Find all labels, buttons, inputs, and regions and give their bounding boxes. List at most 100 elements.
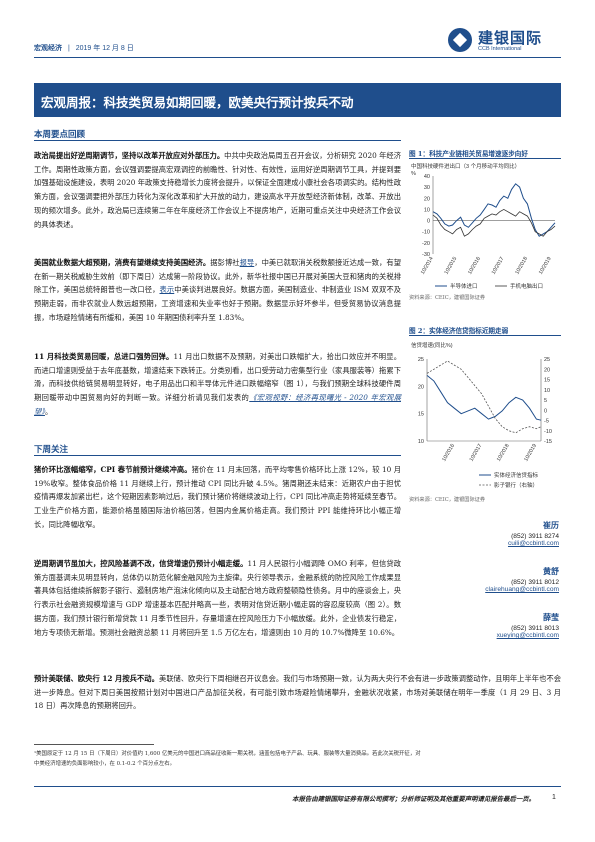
figure-1-source: 资料来源：CEIC，建银国际证券: [409, 295, 486, 301]
x-tick-label: 10/2019: [538, 256, 553, 276]
paragraph-body: ，中美已就取消关税数额接近达成一致，有望在新一期关税威胁生效前（即下周日）达成第…: [34, 258, 402, 295]
contact-name: 崔历: [543, 520, 559, 530]
y-tick-label: 15: [418, 412, 424, 418]
x-tick-label: 10/2014: [420, 256, 435, 276]
x-tick-label: 10/2016: [441, 443, 456, 463]
y-tick-label: 20: [424, 196, 430, 202]
paragraph-cpi: 猪价环比涨幅缩窄，CPI 春节前预计继续冲高。猪价在 11 月末回落，而平均零售…: [34, 463, 401, 532]
link-macro-outlook[interactable]: 《宏观视野：经济再现曙光 - 2020 年宏观展望》: [34, 393, 401, 416]
paragraph-lead: 预计美联储、欧央行 12 月按兵不动。: [34, 674, 159, 683]
contact-card: 薛莹 (852) 3911 8013 xueying@ccbintl.com: [409, 612, 559, 639]
x-tick-label: 10/2017: [469, 443, 484, 463]
page-number: 1: [552, 794, 556, 801]
title-banner: 宏观周报：科技类贸易如期回暖，欧美央行预计按兵不动: [34, 83, 561, 117]
legend-label: 手机电脑出口: [510, 282, 543, 290]
paragraph-body: 中共中央政治局周五召开会议，分析研究 2020 年经济工作。周期性政策方面，会议…: [34, 151, 401, 229]
x-tick-label: 10/2018: [496, 443, 511, 463]
y-tick-label: 0: [427, 219, 430, 225]
chart-tech-trade: 中国科技硬件进出口（3 个月移动平均同比）% -30 -20 -10 0 10 20 30 40…: [411, 162, 556, 290]
y-tick-label: 40: [424, 174, 430, 180]
paragraph-lead: 政治局提出好逆周期调节，坚持以改革开放应对外部压力。: [34, 151, 225, 160]
y-tick-label: -30: [422, 252, 430, 258]
x-tick-label: 10/2018: [514, 256, 529, 276]
y2-tick-label: -10: [544, 429, 552, 435]
paragraph-body: 中美谈判进展良好。数据方面，美国制造业、非制造业 ISM 双双不及预期走弱，而非…: [34, 285, 401, 322]
paragraph-body: 11 月出口数据不及预期，对美出口跌幅扩大，拾出口效应并不明显。而进口增速则受益…: [34, 352, 401, 403]
logo-cn: 建银国际: [478, 29, 543, 47]
chart-credit: 信贷增速(同比%) 10 15 20 25 -15 -10 -5 0 5 10 15 20 25 10/20…: [411, 341, 552, 489]
section-divider: [34, 140, 401, 141]
contact-phone: (852) 3911 8274: [511, 533, 559, 540]
contact-card: 黄舒 (852) 3911 8012 clairehuang@ccbintl.c…: [409, 566, 559, 593]
report-date: 2019 年 12 月 8 日: [75, 45, 134, 52]
footnote-line: 中美经济增速的负面影响较小，在 0.1-0.2 个百分点左右。: [34, 761, 175, 767]
x-tick-label: 10/2019: [523, 443, 538, 463]
link-bloomberg-report[interactable]: 报导: [239, 258, 255, 267]
section-label: 宏观经济: [34, 45, 62, 52]
ccb-logo-icon: [448, 28, 472, 52]
contact-email[interactable]: clairehuang@ccbintl.com: [485, 586, 559, 593]
y-tick-label: -20: [422, 241, 430, 247]
figure-2-title: 图 2：实体经济信贷指标近期走弱: [409, 327, 509, 335]
paragraph-body: 11 月人民银行小幅调降 OMO 利率，但信贷政策方面基调未见明显转向，总体仍以…: [34, 559, 401, 637]
y-tick-label: 30: [424, 185, 430, 191]
disclaimer: 本报告由建银国际证券有限公司撰写；分析师证明及其他重要声明请见报告最后一页。: [292, 795, 535, 803]
series-line: [426, 360, 542, 434]
y-tick-label: 10: [418, 439, 424, 445]
header-divider: [34, 57, 561, 58]
footer-divider: [34, 786, 561, 787]
logo-en: CCB International: [478, 46, 522, 52]
y2-tick-label: 25: [544, 357, 550, 363]
section-divider: [34, 455, 401, 456]
paragraph-credit: 逆周期调节虽加大，控风险基调不改，信贷增速仍预计小幅走缓。11 月人民银行小幅调…: [34, 557, 401, 639]
contact-phone: (852) 3911 8013: [511, 625, 559, 632]
paragraph-body: 。: [44, 406, 53, 416]
y2-tick-label: 5: [544, 398, 547, 404]
paragraph-body: 据彭博社: [210, 258, 240, 267]
y2-tick-label: -15: [544, 439, 552, 445]
figure-divider: [409, 335, 561, 336]
y2-tick-label: 15: [544, 378, 550, 384]
paragraph-body: 美联储、欧央行下周相继召开议息会。我们与市场预期一致，认为两大央行不会有进一步政…: [34, 674, 562, 711]
x-tick-label: 10/2015: [444, 256, 459, 276]
y-tick-label: -10: [422, 230, 430, 236]
ccb-logo: 建银国际 CCB International: [448, 27, 563, 57]
legend-label: 半导体进口: [450, 282, 478, 290]
contact-phone: (852) 3911 8012: [511, 579, 559, 586]
y2-tick-label: 0: [544, 408, 547, 414]
y-tick-label: 20: [418, 384, 424, 390]
legend-label: 实体经济信贷指标: [494, 471, 539, 479]
figure-1-title: 图 1：科技产业链相关贸易增速逐步向好: [409, 150, 528, 158]
y-axis-label: 中国科技硬件进出口（3 个月移动平均同比）: [411, 162, 520, 170]
contact-email[interactable]: cuili@ccbintl.com: [507, 540, 559, 547]
x-tick-label: 10/2017: [491, 256, 506, 276]
contact-email[interactable]: xueying@ccbintl.com: [496, 632, 559, 639]
report-header: 宏观经济 | 2019 年 12 月 8 日: [34, 45, 134, 52]
contact-name: 黄舒: [543, 566, 559, 576]
paragraph-trade: 11 月科技类贸易回暖，总进口强势回弹。11 月出口数据不及预期，对美出口跌幅扩…: [34, 350, 401, 419]
y2-tick-label: 20: [544, 367, 550, 373]
series-line: [432, 183, 556, 237]
paragraph-lead: 猪价环比涨幅缩窄，CPI 春节前预计继续冲高。: [34, 465, 192, 474]
footnote: ¹美国原定于 12 月 15 日（下周日）对价值约 1,600 亿美元的中国进口…: [34, 749, 561, 769]
legend-label: 影子银行（右轴）: [494, 481, 538, 489]
series-line: [432, 208, 556, 237]
paragraph-central-banks: 预计美联储、欧央行 12 月按兵不动。美联储、欧央行下周相继召开议息会。我们与市…: [34, 672, 561, 713]
paragraph-body: 猪价在 11 月末回落，而平均零售价格环比上涨 12%，较 10 月 19%收窄…: [34, 465, 401, 529]
paragraph-lead: 11 月科技类贸易回暖，总进口强势回弹。: [34, 352, 174, 361]
y-axis-label: 信贷增速(同比%): [411, 341, 453, 349]
x-tick-label: 10/2016: [467, 256, 482, 276]
paragraph-politburo: 政治局提出好逆周期调节，坚持以改革开放应对外部压力。中共中央政治局周五召开会议，…: [34, 149, 401, 231]
section-title-highlights: 本周要点回顾: [34, 130, 86, 140]
report-title: 宏观周报：科技类贸易如期回暖，欧美央行预计按兵不动: [41, 95, 354, 110]
figure-2-source: 资料来源：CEIC，建银国际证券: [409, 497, 486, 503]
link-trump-statement[interactable]: 表示: [159, 285, 175, 295]
paragraph-lead: 美国就业数据大超预期，消费有望继续支持美国经济。: [34, 258, 211, 267]
y2-tick-label: 10: [544, 388, 550, 394]
figure-divider: [409, 158, 561, 159]
y-tick-label: 25: [418, 357, 424, 363]
footnote-divider: [34, 744, 154, 745]
contact-card: 崔历 (852) 3911 8274 cuili@ccbintl.com: [409, 520, 559, 547]
footnote-line: ¹美国原定于 12 月 15 日（下周日）对价值约 1,600 亿美元的中国进口…: [34, 751, 421, 757]
contact-name: 薛莹: [543, 612, 559, 622]
